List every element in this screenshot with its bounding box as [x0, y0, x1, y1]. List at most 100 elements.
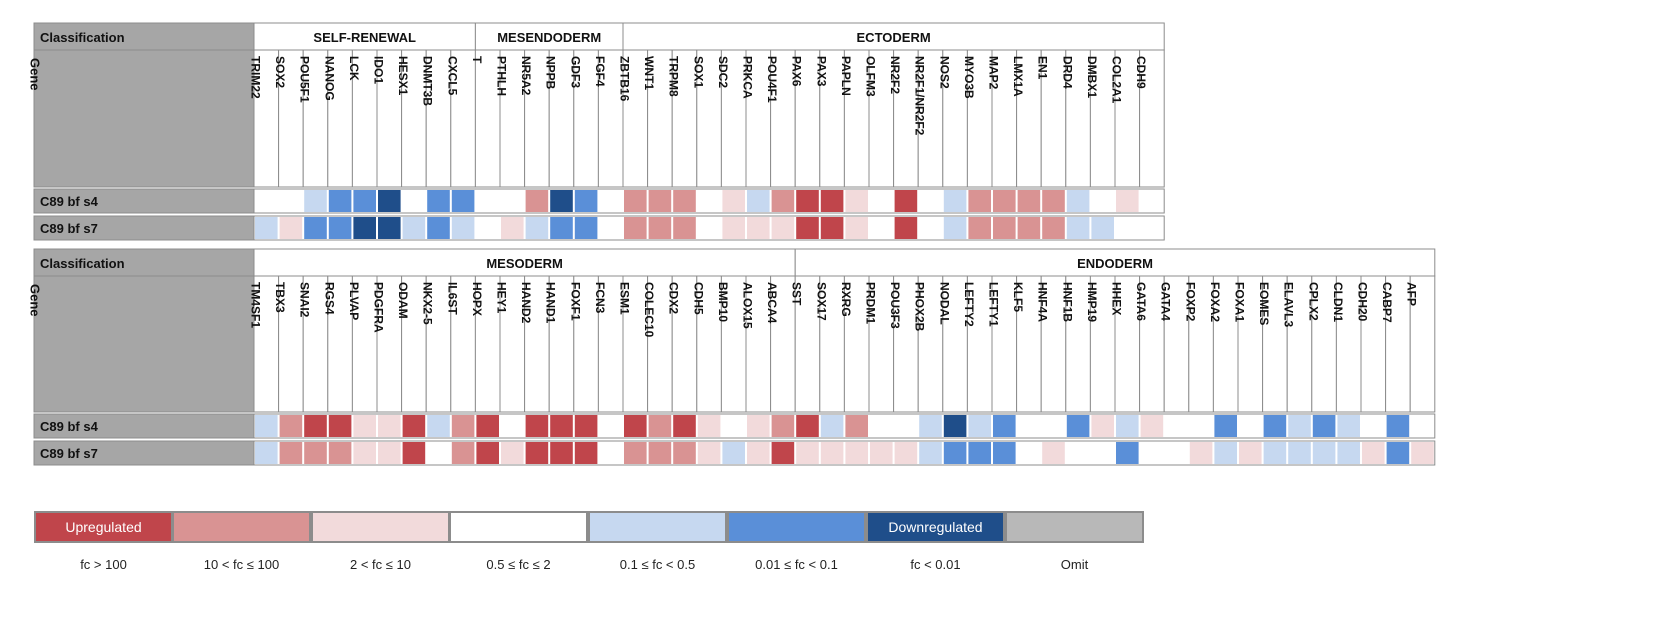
heatmap-cell [747, 442, 770, 464]
gene-label: HESX1 [396, 56, 410, 96]
gene-label: NR5A2 [519, 56, 533, 96]
gene-header-cell [450, 49, 476, 188]
gene-label: SOX17 [814, 282, 828, 321]
gene-label: POU4F1 [765, 56, 779, 103]
gene-label: NPPB [544, 56, 558, 90]
gene-header-cell [966, 275, 993, 413]
heatmap-cell [255, 442, 278, 464]
heatmap-cell [1214, 415, 1237, 437]
heatmap-cell [722, 190, 745, 212]
heatmap-cell [796, 415, 819, 437]
gene-header-cell [1114, 275, 1141, 413]
heatmap-cell [1189, 442, 1213, 464]
heatmap-cell [870, 415, 893, 437]
heatmap-cell [353, 442, 376, 464]
classification-label: Classification [40, 256, 125, 271]
heatmap-cell [943, 415, 967, 437]
gene-label: GDF3 [568, 56, 582, 88]
gene-header-cell [474, 49, 501, 188]
gene-label: CDH20 [1356, 282, 1370, 322]
heatmap-cell [993, 442, 1016, 464]
gene-header-cell [524, 275, 550, 413]
gene-header-cell [671, 49, 698, 188]
heatmap-cell [353, 190, 376, 212]
heatmap-cell [747, 217, 770, 239]
gene-label: HNF1B [1060, 282, 1074, 322]
gene-label: HAND1 [544, 282, 558, 324]
heatmap-cell [796, 442, 819, 464]
gene-header-cell [573, 275, 599, 413]
heatmap-cell [1017, 217, 1041, 239]
heatmap-cell [919, 415, 942, 437]
heatmap-panel-2 [33, 248, 1436, 466]
sample-label: C89 bf s4 [40, 194, 99, 209]
gene-header-cell [548, 49, 575, 188]
heatmap-cell [1042, 442, 1065, 464]
heatmap-cell [255, 217, 278, 239]
sample-header-cell [33, 188, 255, 214]
heatmap-cell [574, 415, 598, 437]
gene-label: POU5F1 [298, 56, 312, 103]
gene-header-cell [671, 275, 698, 413]
gene-label: ELAVL3 [1282, 282, 1296, 327]
gene-label: POU3F3 [888, 282, 902, 329]
gene-label: SOX2 [273, 56, 287, 88]
gene-label: EN1 [1036, 56, 1050, 80]
gene-label: FOXA1 [1233, 282, 1247, 322]
heatmap-cell [1066, 217, 1090, 239]
heatmap-cell [1091, 442, 1114, 464]
gene-label: LEFTY2 [962, 282, 976, 327]
heatmap-cell [820, 415, 844, 437]
heatmap-cell [894, 442, 918, 464]
heatmap-cell [820, 442, 844, 464]
heatmap-cell [550, 190, 573, 212]
gene-header-cell [253, 275, 280, 413]
gene-header-cell [1212, 275, 1239, 413]
gene-label: NOS2 [937, 56, 951, 89]
gene-label: FOXF1 [568, 282, 582, 321]
gene-header-cell [1139, 49, 1165, 188]
heatmap-cell [697, 190, 721, 212]
heatmap-cell [550, 217, 573, 239]
heatmap-cell [820, 190, 844, 212]
heatmap-cell [328, 217, 352, 239]
gene-label: ESM1 [618, 282, 632, 315]
gene-label: HMP19 [1085, 282, 1099, 322]
gene-header-cell [1065, 49, 1091, 188]
heatmap-cell [402, 190, 426, 212]
gene-header-cell [1163, 275, 1190, 413]
heatmap-cell [1263, 415, 1287, 437]
heatmap-cell [476, 442, 499, 464]
heatmap-cell [501, 442, 524, 464]
heatmap-cell [870, 190, 893, 212]
gene-label: NR2F2 [888, 56, 902, 94]
sample-label: C89 bf s4 [40, 419, 99, 434]
heatmap-cell [1091, 415, 1114, 437]
gene-header-cell [524, 49, 550, 188]
gene-header-cell [33, 49, 255, 188]
gene-label: GATA6 [1134, 282, 1148, 321]
heatmap-cell [353, 217, 376, 239]
heatmap-cell [722, 415, 745, 437]
heatmap-cell [328, 415, 352, 437]
gene-header-cell [1360, 275, 1387, 413]
heatmap-cell [501, 415, 524, 437]
heatmap-cell [771, 415, 795, 437]
gene-header-cell [597, 49, 624, 188]
heatmap-cell [599, 190, 622, 212]
gene-label: TRPM8 [667, 56, 681, 97]
classification-header-cell [33, 22, 255, 51]
gene-header-cell [1335, 275, 1362, 413]
gene-label: FCN3 [593, 282, 607, 314]
gene-label: ZBTB16 [618, 56, 632, 102]
heatmap-cell [525, 415, 549, 437]
heatmap-cell [722, 217, 745, 239]
gene-label: PAX3 [814, 56, 828, 87]
heatmap-cell [1091, 217, 1114, 239]
heatmap-cell [673, 217, 696, 239]
heatmap-cell [943, 217, 967, 239]
heatmap-cell [599, 217, 622, 239]
heatmap-cell [1042, 217, 1065, 239]
sample-row [253, 413, 1436, 439]
gene-label: PTHLH [495, 56, 509, 96]
